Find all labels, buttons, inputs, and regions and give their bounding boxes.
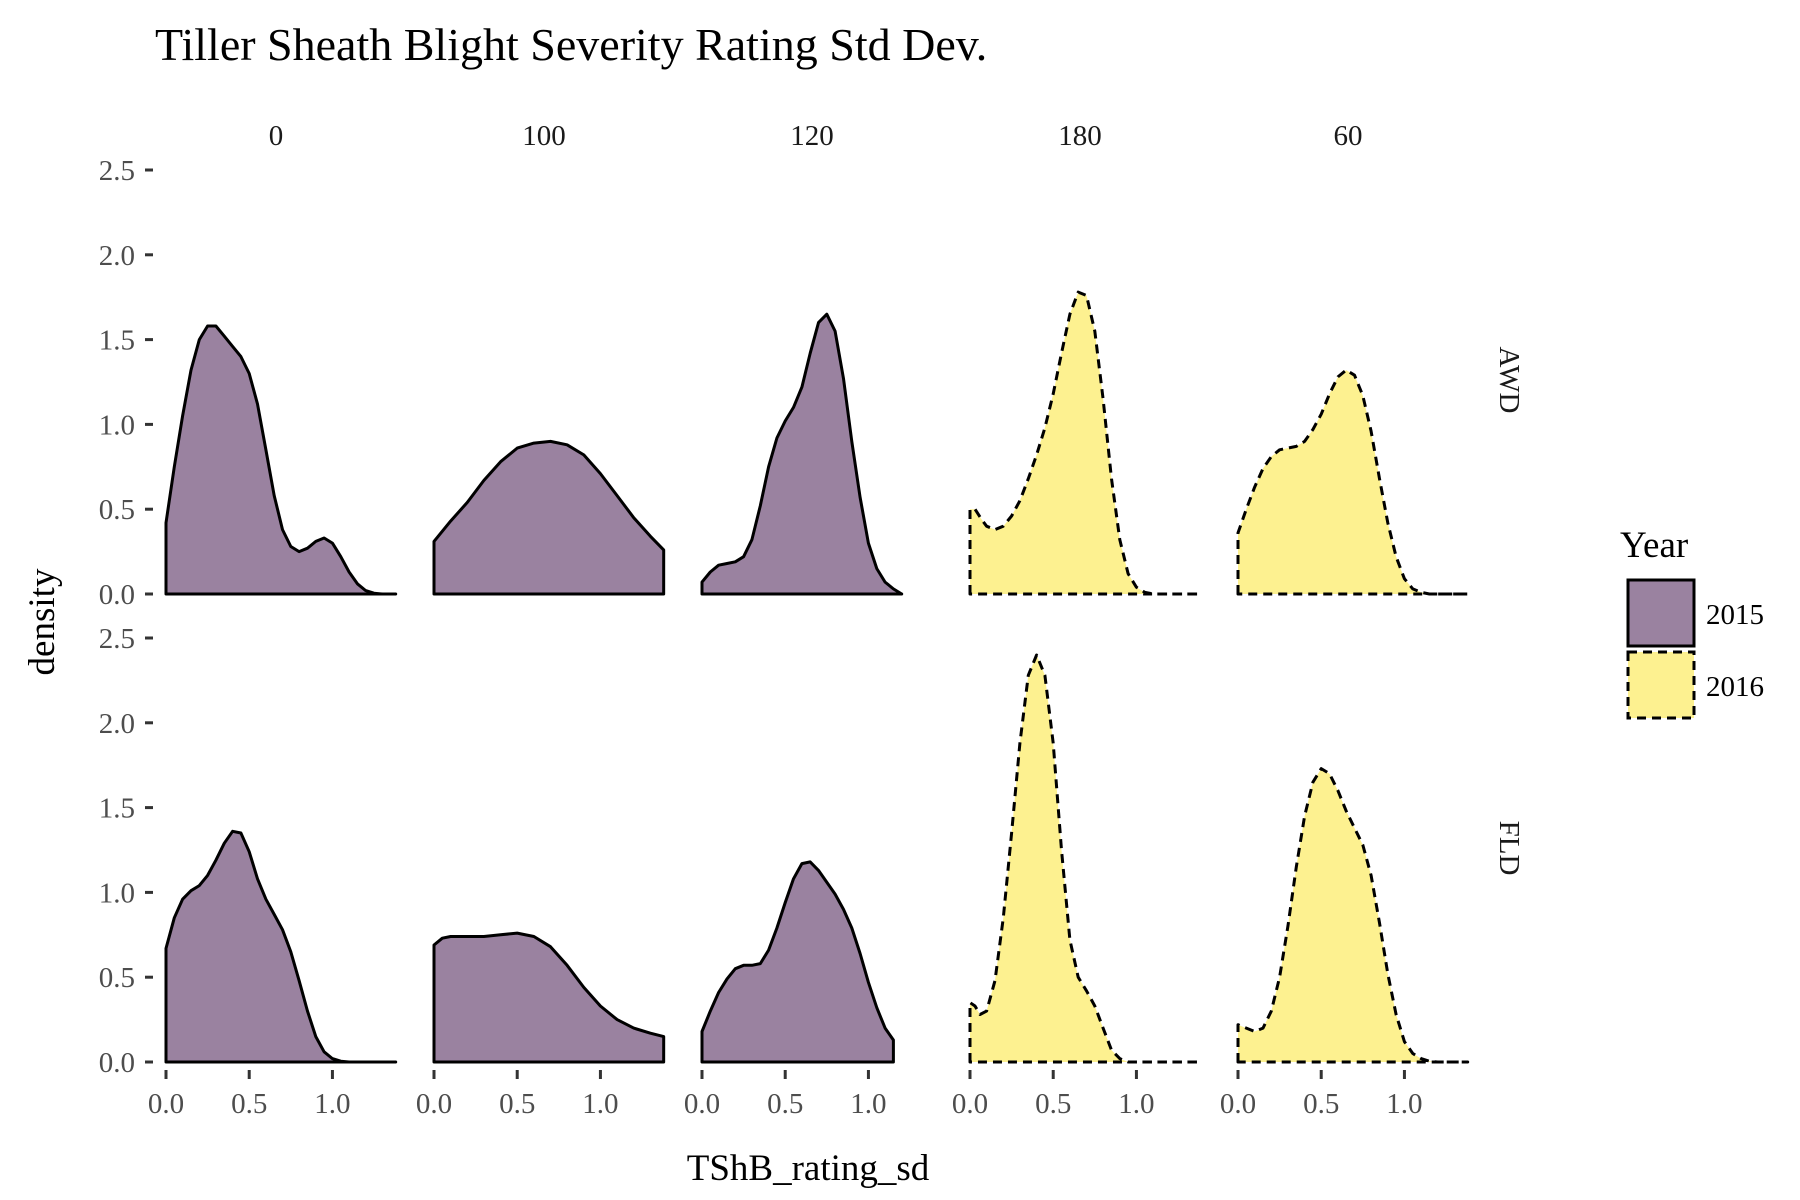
strip-label-120: 120 — [790, 120, 834, 152]
legend-label-2016: 2016 — [1706, 671, 1764, 703]
y-tick-label: 0.5 — [99, 494, 135, 526]
density-awd-0-2015 — [164, 324, 398, 596]
y-tick-label: 2.0 — [99, 240, 135, 272]
legend-key-2015 — [1626, 578, 1696, 648]
y-tick-label: 2.5 — [99, 155, 135, 187]
y-tick-label: 1.5 — [99, 325, 135, 357]
x-tick-label: 0.0 — [684, 1088, 720, 1120]
x-tick-label: 1.0 — [314, 1088, 350, 1120]
x-tick-label: 1.0 — [1118, 1088, 1154, 1120]
legend-label-2015: 2015 — [1706, 599, 1764, 631]
facet-panels — [164, 290, 1470, 1064]
legend-title: Year — [1620, 525, 1688, 566]
row-strip-labels: AWD FLD — [1493, 347, 1525, 876]
x-tick-label: 0.0 — [416, 1088, 452, 1120]
legend-key-2016 — [1626, 650, 1696, 720]
y-tick-label: 0.0 — [99, 1047, 135, 1079]
y-axes: 0.0 0.5 1.0 1.5 2.0 2.5 0.0 0.5 1.0 1.5 2.0 2.5 — [99, 155, 153, 1079]
density-fld-0-2015 — [164, 829, 398, 1064]
column-strip-labels: 0 100 120 180 60 — [269, 120, 1363, 152]
density-fld-60-2016 — [1236, 767, 1470, 1064]
y-tick-label: 2.5 — [99, 623, 135, 655]
strip-label-100: 100 — [522, 120, 566, 152]
x-tick-label: 0.0 — [952, 1088, 988, 1120]
density-fld-100-2015 — [432, 931, 666, 1064]
x-tick-label: 0.5 — [231, 1088, 267, 1120]
y-tick-label: 1.5 — [99, 793, 135, 825]
density-fld-120-2015 — [700, 860, 895, 1064]
y-tick-label: 0.5 — [99, 962, 135, 994]
density-awd-180-2016 — [968, 290, 1202, 596]
density-awd-60-2016 — [1236, 368, 1470, 596]
y-axis-title: density — [22, 568, 63, 675]
y-tick-label: 1.0 — [99, 877, 135, 909]
y-tick-label: 2.0 — [99, 708, 135, 740]
row-strip-label-awd: AWD — [1493, 347, 1525, 414]
legend: Year 2015 2016 — [1620, 525, 1764, 720]
density-fld-180-2016 — [968, 653, 1202, 1064]
density-awd-100-2015 — [432, 439, 666, 596]
strip-label-0: 0 — [269, 120, 284, 152]
x-tick-label: 0.0 — [1220, 1088, 1256, 1120]
x-axes: 0.0 0.5 1.0 0.0 0.5 1.0 0.0 0.5 1.0 0.0 0.5 1.0 0.0 0… — [148, 1070, 1423, 1120]
x-tick-label: 0.5 — [499, 1088, 535, 1120]
x-tick-label: 0.5 — [767, 1088, 803, 1120]
x-tick-label: 0.5 — [1303, 1088, 1339, 1120]
x-tick-label: 1.0 — [582, 1088, 618, 1120]
y-tick-label: 0.0 — [99, 579, 135, 611]
strip-label-60: 60 — [1334, 120, 1363, 152]
strip-label-180: 180 — [1058, 120, 1102, 152]
row-strip-label-fld: FLD — [1493, 821, 1525, 876]
chart-title: Tiller Sheath Blight Severity Rating Std… — [155, 19, 987, 70]
x-axis-title: TShB_rating_sd — [687, 1148, 930, 1189]
y-tick-label: 1.0 — [99, 409, 135, 441]
x-tick-label: 0.0 — [148, 1088, 184, 1120]
x-tick-label: 0.5 — [1035, 1088, 1071, 1120]
x-tick-label: 1.0 — [1386, 1088, 1422, 1120]
x-tick-label: 1.0 — [850, 1088, 886, 1120]
density-awd-120-2015 — [700, 312, 904, 596]
